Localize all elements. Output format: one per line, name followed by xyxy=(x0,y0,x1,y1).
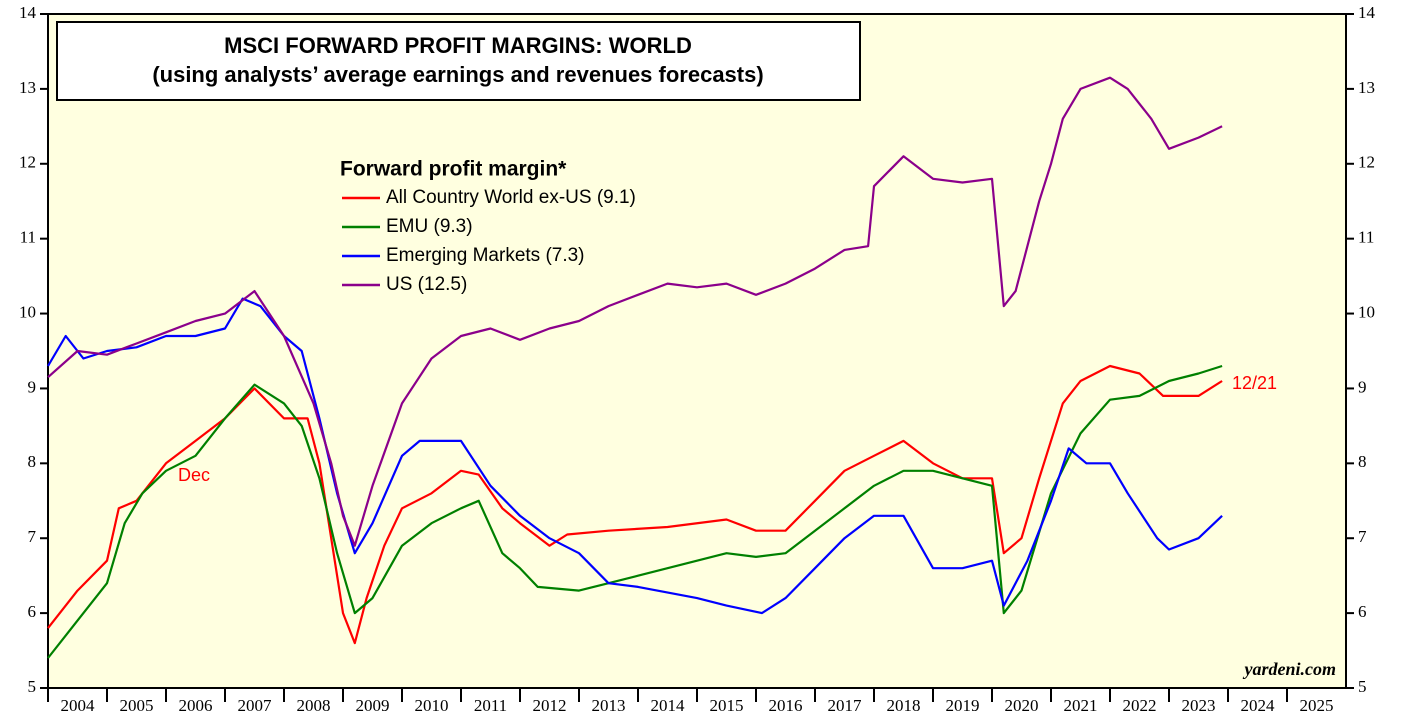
x-tick-label: 2008 xyxy=(297,696,331,715)
x-tick-label: 2016 xyxy=(769,696,803,715)
chart-title: MSCI FORWARD PROFIT MARGINS: WORLD xyxy=(224,33,692,58)
y-tick-label: 13 xyxy=(19,78,36,97)
series-line xyxy=(47,297,1223,615)
y-tick-label: 6 xyxy=(28,602,37,621)
x-tick-label: 2007 xyxy=(238,696,273,715)
y2-tick-label: 8 xyxy=(1358,452,1367,471)
y-tick-label: 9 xyxy=(28,377,37,396)
annotation: Dec xyxy=(178,465,210,485)
y2-tick-label: 7 xyxy=(1358,527,1367,546)
x-tick-label: 2009 xyxy=(356,696,390,715)
x-tick-label: 2019 xyxy=(946,696,980,715)
y2-tick-label: 10 xyxy=(1358,302,1375,321)
x-tick-label: 2010 xyxy=(415,696,449,715)
y2-tick-label: 9 xyxy=(1358,377,1367,396)
y2-tick-label: 13 xyxy=(1358,78,1375,97)
series-line xyxy=(47,364,1223,659)
source: yardeni.com xyxy=(1243,659,1337,679)
legend-label: All Country World ex-US (9.1) xyxy=(386,187,636,208)
x-tick-label: 2004 xyxy=(61,696,96,715)
legend-label: Emerging Markets (7.3) xyxy=(386,245,585,266)
annotation: 12/21 xyxy=(1232,373,1277,393)
y-tick-label: 11 xyxy=(20,228,36,247)
y-tick-label: 8 xyxy=(28,452,37,471)
x-tick-label: 2005 xyxy=(120,696,154,715)
x-tick-label: 2020 xyxy=(1005,696,1039,715)
y-tick-label: 7 xyxy=(28,527,37,546)
y-tick-label: 5 xyxy=(28,677,37,696)
x-tick-label: 2022 xyxy=(1123,696,1157,715)
chart-subtitle: (using analysts’ average earnings and re… xyxy=(152,62,763,87)
y-tick-label: 10 xyxy=(19,302,36,321)
x-tick-label: 2025 xyxy=(1300,696,1334,715)
series-line xyxy=(47,364,1223,645)
legend-label: US (12.5) xyxy=(386,274,467,295)
legend-title: Forward profit margin* xyxy=(340,158,567,181)
legend-label: EMU (9.3) xyxy=(386,216,473,237)
x-tick-label: 2014 xyxy=(651,696,686,715)
y2-tick-label: 6 xyxy=(1358,602,1367,621)
x-tick-label: 2006 xyxy=(179,696,213,715)
x-tick-label: 2021 xyxy=(1064,696,1098,715)
y2-tick-label: 14 xyxy=(1358,3,1376,22)
x-tick-label: 2017 xyxy=(828,696,863,715)
y2-tick-label: 12 xyxy=(1358,153,1375,172)
x-tick-label: 2013 xyxy=(592,696,626,715)
plot-area xyxy=(47,13,1347,689)
x-tick-label: 2018 xyxy=(887,696,921,715)
x-tick-label: 2011 xyxy=(474,696,507,715)
x-tick-label: 2023 xyxy=(1182,696,1216,715)
y2-tick-label: 5 xyxy=(1358,677,1367,696)
y2-tick-label: 11 xyxy=(1358,228,1374,247)
y-tick-label: 14 xyxy=(19,3,37,22)
x-tick-label: 2012 xyxy=(533,696,567,715)
x-tick-label: 2024 xyxy=(1241,696,1276,715)
y-tick-label: 12 xyxy=(19,153,36,172)
x-tick-label: 2015 xyxy=(710,696,744,715)
series-line xyxy=(47,76,1223,547)
title-box xyxy=(56,21,861,101)
